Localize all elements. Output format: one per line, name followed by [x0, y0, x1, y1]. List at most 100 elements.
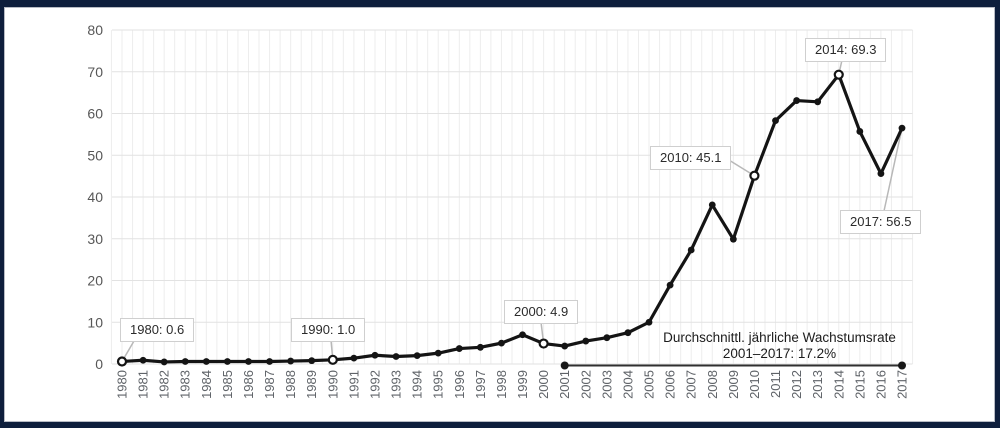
x-tick-label: 1997 — [473, 370, 488, 399]
annotation-2017: 2017: 56.5 — [840, 210, 922, 234]
data-point — [856, 128, 864, 135]
x-tick-label: 1980 — [115, 370, 130, 399]
data-point — [582, 337, 590, 345]
x-tick-label: 1995 — [431, 370, 446, 399]
data-point — [455, 345, 463, 352]
data-point — [160, 358, 168, 366]
data-point — [434, 349, 442, 357]
data-point — [139, 356, 147, 364]
x-tick-label: 1986 — [241, 370, 256, 399]
x-tick-label: 1996 — [452, 370, 467, 399]
x-tick-label: 1984 — [199, 370, 214, 399]
avg-growth-start-dot — [560, 361, 569, 370]
y-tick-label: 0 — [95, 356, 103, 372]
x-tick-label: 1991 — [346, 370, 361, 399]
annotation-callout — [883, 127, 903, 212]
x-tick-label: 1993 — [389, 370, 404, 399]
data-point — [666, 281, 674, 289]
annotation-1990: 1990: 1.0 — [291, 318, 366, 342]
x-tick-label: 1985 — [220, 370, 235, 399]
x-tick-label: 1990 — [325, 370, 340, 399]
y-tick-label: 40 — [87, 189, 103, 205]
x-tick-label: 2016 — [873, 370, 888, 399]
data-point — [498, 339, 505, 347]
x-tick-label: 2014 — [831, 370, 846, 399]
annotation-2014: 2014: 69.3 — [805, 38, 887, 62]
data-point-highlighted — [116, 356, 128, 367]
x-tick-label: 1983 — [178, 370, 193, 399]
data-point — [624, 329, 632, 337]
data-point — [708, 201, 716, 209]
data-point — [814, 98, 822, 106]
data-point — [645, 318, 653, 326]
data-point-highlighted — [538, 338, 549, 349]
x-tick-label: 2013 — [810, 370, 825, 399]
y-tick-label: 30 — [87, 231, 103, 247]
annotation-1980: 1980: 0.6 — [120, 318, 195, 342]
avg-growth-label: Durchschnittl. jährliche Wachstumsrate 2… — [637, 330, 922, 362]
x-tick-label: 1982 — [157, 370, 172, 399]
x-tick-label: 1999 — [515, 370, 530, 399]
x-tick-label: 2006 — [663, 370, 678, 399]
x-tick-label: 2002 — [578, 370, 593, 399]
data-point-highlighted — [833, 69, 844, 80]
data-point — [898, 124, 906, 132]
x-tick-label: 2007 — [684, 370, 699, 399]
data-point — [266, 358, 273, 365]
x-tick-label: 2015 — [852, 370, 867, 399]
x-tick-label: 2012 — [789, 370, 804, 399]
x-tick-label: 2003 — [599, 370, 614, 399]
y-tick-label: 20 — [87, 273, 103, 289]
y-tick-label: 80 — [87, 22, 103, 38]
x-tick-label: 1981 — [136, 370, 151, 399]
data-point — [561, 342, 569, 350]
x-tick-label: 2009 — [726, 370, 741, 399]
x-tick-label: 1994 — [410, 370, 425, 399]
x-tick-label: 1987 — [262, 370, 277, 399]
x-tick-label: 2017 — [895, 370, 910, 399]
y-tick-label: 10 — [87, 314, 103, 330]
x-tick-label: 1992 — [367, 370, 382, 399]
data-point — [287, 357, 295, 365]
y-tick-label: 60 — [87, 106, 103, 122]
avg-growth-line1: Durchschnittl. jährliche Wachstumsrate — [663, 330, 896, 345]
data-point — [371, 351, 379, 359]
data-point — [392, 353, 400, 360]
x-tick-label: 2001 — [557, 370, 572, 399]
data-point — [413, 352, 421, 360]
data-point-highlighted — [749, 170, 760, 181]
data-point — [687, 246, 695, 254]
avg-growth-end-dot — [898, 361, 906, 370]
chart-card — [4, 7, 995, 422]
x-tick-label: 2004 — [620, 370, 635, 399]
x-tick-label: 1988 — [283, 370, 298, 399]
x-tick-label: 2008 — [705, 370, 720, 399]
x-tick-label: 2005 — [642, 370, 657, 399]
data-point — [772, 117, 779, 124]
x-tick-label: 1989 — [304, 370, 319, 399]
x-tick-label: 2010 — [747, 370, 762, 399]
data-point — [519, 331, 526, 339]
data-point — [877, 170, 885, 178]
x-tick-label: 1998 — [494, 370, 509, 399]
data-point — [202, 358, 210, 365]
data-point — [350, 354, 358, 362]
data-point — [729, 235, 737, 243]
data-point — [224, 358, 231, 365]
data-point — [181, 358, 189, 365]
data-point — [308, 357, 316, 365]
y-tick-label: 70 — [87, 64, 103, 80]
y-tick-label: 50 — [87, 147, 103, 163]
x-tick-label: 2011 — [768, 370, 783, 398]
data-point — [245, 358, 252, 365]
series-line — [120, 73, 904, 364]
data-point — [603, 334, 611, 342]
data-point — [793, 97, 800, 104]
annotation-2010: 2010: 45.1 — [650, 146, 732, 170]
avg-growth-line2: 2001–2017: 17.2% — [722, 346, 837, 361]
annotation-2000: 2000: 4.9 — [504, 300, 579, 324]
data-point — [476, 343, 484, 351]
x-tick-label: 2000 — [536, 370, 551, 399]
data-point-highlighted — [327, 354, 338, 365]
